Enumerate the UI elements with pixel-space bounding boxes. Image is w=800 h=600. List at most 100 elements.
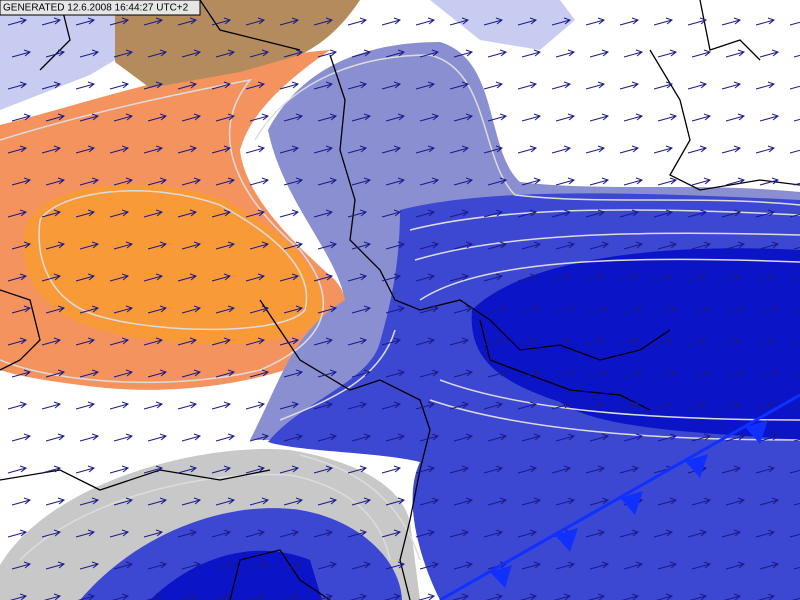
wind-arrow — [351, 561, 372, 570]
wind-arrow — [623, 561, 644, 570]
wind-arrow — [113, 49, 134, 58]
wind-arrow — [551, 273, 572, 282]
wind-arrow — [147, 433, 168, 442]
wind-arrow — [619, 209, 640, 218]
wind-arrow — [517, 81, 538, 90]
wind-arrow — [147, 49, 168, 58]
wind-arrow — [419, 561, 440, 570]
wind-arrow — [45, 49, 66, 58]
wind-arrow — [725, 113, 746, 122]
wind-arrow — [519, 593, 538, 600]
region-lavender — [0, 0, 115, 110]
wind-arrow — [589, 177, 610, 186]
wind-arrow — [179, 593, 198, 600]
wind-arrow — [313, 337, 334, 346]
wind-arrow — [555, 49, 576, 58]
wind-arrow — [249, 113, 270, 122]
wind-arrow — [789, 149, 800, 154]
wind-arrow — [143, 209, 164, 218]
wind-arrow — [381, 209, 402, 218]
wind-arrow — [279, 529, 300, 538]
wind-arrow — [789, 21, 800, 26]
wind-arrow — [147, 497, 168, 506]
wind-arrow — [45, 113, 66, 122]
wind-arrow — [347, 81, 368, 90]
wind-arrow — [453, 433, 474, 442]
wind-arrow — [213, 593, 232, 600]
wind-arrow — [589, 497, 610, 506]
wind-arrow — [41, 81, 62, 90]
wind-arrow — [381, 81, 402, 90]
wind-arrow — [385, 369, 406, 378]
wind-arrow — [517, 337, 538, 346]
wind-arrow — [725, 305, 746, 314]
wind-arrow — [725, 433, 746, 442]
wind-arrow — [487, 113, 508, 122]
wind-arrow — [419, 369, 440, 378]
wind-arrow — [351, 497, 372, 506]
wind-arrow — [317, 113, 338, 122]
wind-arrow — [41, 337, 62, 346]
wind-arrow — [721, 529, 742, 538]
wind-arrow — [585, 401, 606, 410]
wind-arrow — [45, 369, 66, 378]
wind-arrow — [657, 177, 678, 186]
wind-arrow — [585, 81, 606, 90]
wind-arrow — [147, 241, 168, 250]
wind-arrow — [181, 497, 202, 506]
wind-arrow — [759, 369, 780, 378]
wind-arrow — [113, 433, 134, 442]
wind-arrow — [483, 209, 504, 218]
wind-arrow — [653, 337, 674, 346]
wind-arrow — [653, 145, 674, 154]
wind-arrow — [759, 241, 780, 250]
wind-arrow — [75, 17, 96, 26]
wind-arrow — [453, 113, 474, 122]
wind-arrow — [41, 17, 62, 26]
wind-arrow — [793, 54, 800, 58]
wind-arrow — [75, 529, 96, 538]
wind-arrow — [725, 49, 746, 58]
wind-arrow — [487, 49, 508, 58]
wind-arrow — [249, 305, 270, 314]
wind-arrow — [317, 305, 338, 314]
wind-arrow — [419, 177, 440, 186]
wind-arrow — [793, 118, 800, 122]
wind-arrow — [419, 305, 440, 314]
wind-arrow — [793, 182, 800, 186]
wind-arrow — [419, 241, 440, 250]
wind-arrow — [113, 113, 134, 122]
wind-arrow — [555, 305, 576, 314]
wind-arrow — [75, 81, 96, 90]
wind-arrow — [245, 465, 266, 474]
wind-arrow — [245, 529, 266, 538]
wind-arrow — [317, 433, 338, 442]
wind-arrow — [381, 17, 402, 26]
wind-arrow — [347, 337, 368, 346]
wind-arrow — [279, 209, 300, 218]
wind-arrow — [487, 497, 508, 506]
wind-arrow — [79, 49, 100, 58]
wind-arrow — [313, 17, 334, 26]
wind-arrow — [793, 502, 800, 506]
wind-arrow — [281, 593, 300, 600]
wind-arrow — [657, 433, 678, 442]
wind-arrow — [691, 49, 712, 58]
wind-arrow — [245, 337, 266, 346]
wind-arrow — [45, 561, 66, 570]
wind-arrow — [555, 369, 576, 378]
wind-arrow — [347, 17, 368, 26]
wind-arrow — [555, 561, 576, 570]
wind-arrow — [521, 369, 542, 378]
wind-arrow — [283, 369, 304, 378]
wind-arrow — [79, 241, 100, 250]
wind-arrow — [113, 369, 134, 378]
wind-arrow — [417, 593, 436, 600]
wind-arrow — [279, 401, 300, 410]
wind-arrow — [755, 465, 776, 474]
wind-arrow — [789, 405, 800, 410]
wind-arrow — [79, 305, 100, 314]
wind-arrow — [109, 17, 130, 26]
wind-arrow — [143, 17, 164, 26]
